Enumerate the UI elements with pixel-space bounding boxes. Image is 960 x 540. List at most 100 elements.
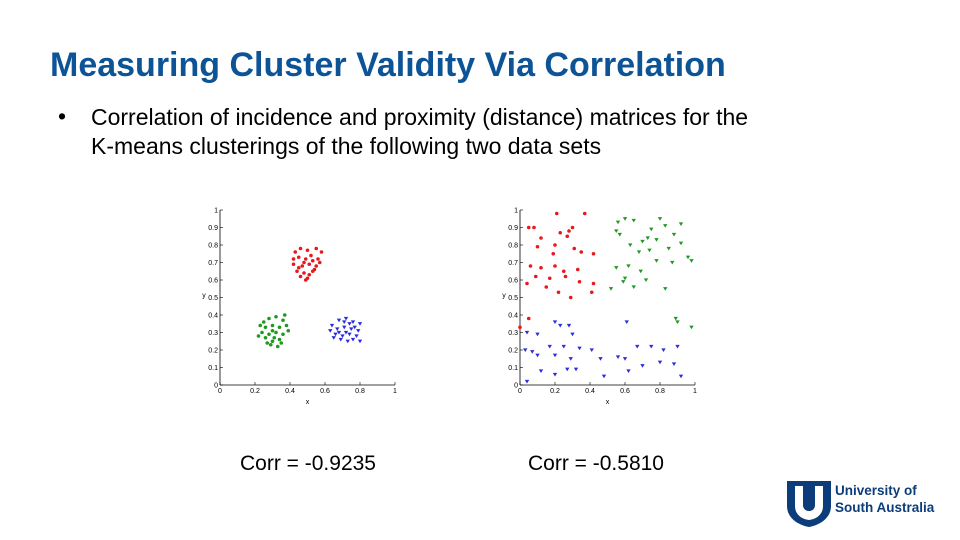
point-plot1-s2-4 [281, 318, 285, 323]
point-plot2-s2-29 [608, 287, 614, 291]
point-plot2-s3-22 [661, 348, 666, 352]
y-tick-label: 0.3 [508, 330, 518, 337]
point-plot2-s1-25 [525, 281, 529, 286]
x-tick-label: 0 [218, 388, 222, 395]
point-plot2-s3-13 [552, 353, 558, 358]
point-plot2-s2-20 [689, 259, 694, 263]
point-plot1-s3-3 [343, 316, 349, 321]
point-plot2-s3-21 [649, 344, 654, 349]
point-plot1-s1-9 [316, 257, 320, 261]
y-tick-label: 0.6 [508, 278, 518, 285]
point-plot2-s1-14 [579, 250, 584, 254]
point-plot2-s3-31 [565, 367, 570, 372]
shield-icon [787, 481, 831, 527]
point-plot2-s3-12 [561, 344, 566, 349]
bullet-line-1: Correlation of incidence and proximity (… [91, 104, 749, 130]
point-plot1-s3-17 [357, 339, 363, 344]
bullet-marker: • [58, 103, 67, 129]
point-plot2-s2-31 [621, 280, 626, 284]
point-plot2-s1-5 [570, 225, 575, 230]
y-tick-label: 0.4 [508, 313, 518, 320]
point-plot1-s2-12 [281, 332, 285, 337]
point-plot2-s2-21 [670, 260, 675, 265]
point-plot2-s1-20 [575, 267, 580, 272]
point-plot2-s2-30 [663, 287, 668, 291]
point-plot2-s3-19 [622, 357, 628, 361]
x-tick-label: 0.6 [620, 388, 630, 395]
point-plot2-s2-32 [673, 316, 678, 321]
point-plot1-s2-6 [270, 323, 275, 328]
point-plot2-s2-22 [654, 259, 659, 263]
point-plot2-s1-27 [556, 290, 561, 295]
point-plot2-s1-24 [577, 279, 582, 284]
point-plot2-s2-13 [640, 239, 645, 244]
point-plot1-s1-17 [298, 274, 303, 279]
corr-right: Corr = -0.5810 [528, 452, 664, 475]
point-plot2-s2-25 [638, 269, 643, 274]
y-tick-label: 0.7 [208, 260, 218, 267]
point-plot2-s2-9 [614, 229, 619, 233]
point-plot2-s2-3 [631, 218, 636, 223]
point-plot2-s3-1 [524, 330, 530, 335]
x-tick-label: 0.4 [285, 388, 295, 395]
point-plot1-s1-21 [302, 260, 306, 265]
point-plot1-s3-22 [336, 330, 342, 335]
point-plot2-s3-34 [552, 372, 558, 377]
point-plot2-s2-10 [617, 232, 622, 237]
scatter-plot-right: 0 0.2 0.4 0.6 0.8 1 0 0.1 0.2 0.3 0.4 0.5 0.6 0.7 0.8 0… [502, 208, 697, 407]
point-plot2-s1-31 [526, 316, 531, 321]
point-plot2-s3-27 [640, 364, 645, 368]
point-plot1-s1-5 [319, 250, 324, 254]
point-plot2-s1-30 [589, 290, 594, 295]
x-tick-label: 1 [393, 388, 397, 395]
point-plot2-s2-16 [628, 243, 633, 247]
point-plot2-s3-2 [535, 332, 540, 337]
point-plot1-s1-25 [303, 278, 308, 282]
y-tick-label: 0.9 [208, 225, 218, 232]
x-tick-label: 0.6 [320, 388, 330, 395]
point-plot2-s2-4 [657, 217, 663, 221]
point-plot2-s2-17 [636, 250, 642, 254]
point-plot2-s2-1 [615, 220, 621, 225]
y-tick-label: 0.3 [208, 330, 218, 337]
point-plot1-s1-26 [312, 267, 317, 272]
x-axis-label: x [606, 399, 610, 406]
point-plot2-s3-28 [626, 369, 631, 373]
point-plot1-s3-7 [335, 327, 340, 331]
point-plot2-s1-9 [553, 243, 557, 247]
point-plot1-s2-21 [279, 341, 284, 345]
point-plot1-s3-2 [336, 318, 342, 323]
point-plot2-s2-5 [678, 222, 684, 226]
point-plot1-s2-14 [270, 339, 275, 344]
point-plot2-s3-5 [566, 323, 572, 328]
point-plot2-s3-18 [615, 355, 621, 359]
point-plot1-s3-20 [342, 320, 347, 324]
point-plot1-s3-14 [354, 334, 359, 338]
point-plot1-s2-20 [265, 341, 270, 345]
point-plot2-s3-10 [535, 353, 540, 358]
point-plot1-s1-1 [293, 250, 298, 254]
point-plot2-s2-19 [685, 255, 691, 260]
point-plot2-s1-29 [591, 281, 596, 286]
point-plot2-s3-32 [538, 369, 544, 373]
point-plot1-s1-19 [291, 257, 296, 261]
point-plot2-s1-23 [563, 274, 568, 279]
point-plot1-s3-9 [349, 327, 354, 331]
logo-wordmark: University of South Australia [835, 482, 934, 516]
corr-left: Corr = -0.9235 [240, 452, 376, 475]
point-plot2-s1-7 [558, 230, 563, 235]
point-plot2-s3-14 [568, 357, 573, 361]
y-axis-label: y [202, 293, 206, 300]
point-plot2-s1-28 [568, 295, 573, 300]
point-plot2-s2-23 [626, 264, 631, 268]
point-plot1-s3-5 [357, 322, 363, 326]
point-plot1-s1-22 [310, 258, 315, 263]
x-tick-label: 0.2 [550, 388, 560, 395]
point-plot2-s2-34 [675, 320, 680, 324]
point-plot2-s1-19 [561, 269, 566, 274]
point-plot2-s2-24 [614, 266, 619, 270]
point-plot1-s1-3 [305, 248, 310, 253]
x-tick-label: 0.8 [655, 388, 665, 395]
y-tick-label: 1 [214, 208, 218, 215]
point-plot1-s3-18 [331, 336, 336, 340]
